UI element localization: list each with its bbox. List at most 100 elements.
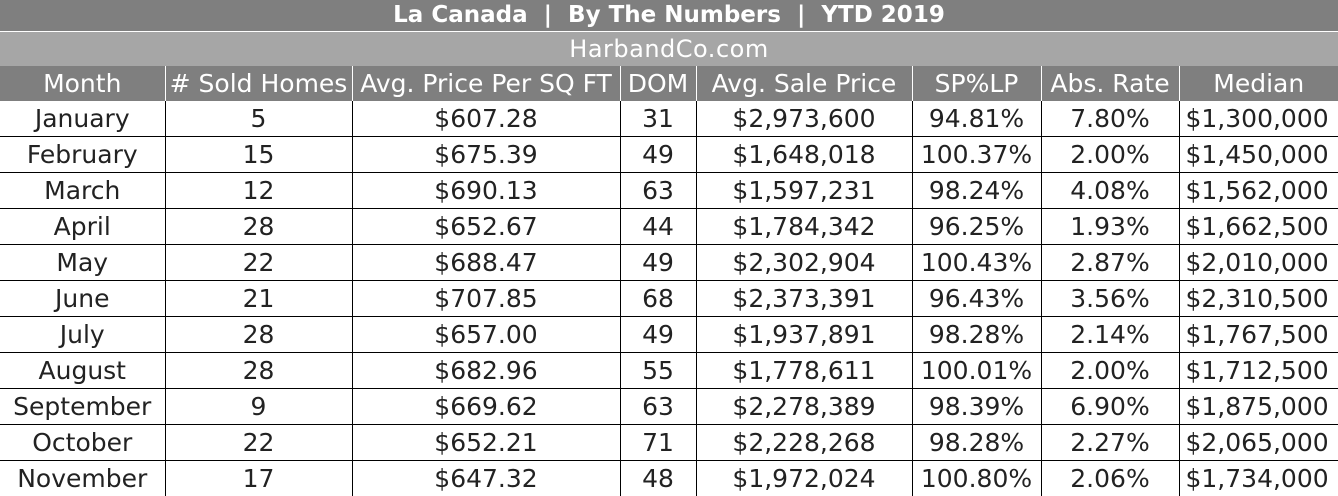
cell-price-per-sqft: $647.32 [352, 460, 621, 496]
cell-median: $2,310,500 [1179, 280, 1338, 317]
table-row: April 28 $652.67 44 $1,784,342 96.25% 1.93% $1,… [0, 208, 1338, 245]
table-row: October 22 $652.21 71 $2,228,268 98.28% 2.27% $… [0, 424, 1338, 461]
cell-sp-lp: 94.81% [912, 101, 1042, 137]
cell-avg-sale-price: $2,373,391 [696, 280, 913, 317]
cell-median: $1,300,000 [1179, 101, 1338, 137]
cell-sp-lp: 96.43% [912, 280, 1042, 317]
cell-month: September [0, 388, 166, 425]
cell-avg-sale-price: $2,302,904 [696, 244, 913, 281]
column-header-abs-rate: Abs. Rate [1040, 66, 1179, 101]
cell-dom: 68 [620, 280, 697, 317]
cell-abs-rate: 2.87% [1041, 244, 1180, 281]
cell-month: April [0, 208, 166, 245]
column-header-dom: DOM [619, 66, 696, 101]
table-row: May 22 $688.47 49 $2,302,904 100.43% 2.87% $2,0… [0, 244, 1338, 281]
cell-median: $1,712,500 [1179, 352, 1338, 389]
table-row: July 28 $657.00 49 $1,937,891 98.28% 2.14% $1,7… [0, 316, 1338, 353]
cell-avg-sale-price: $1,784,342 [696, 208, 913, 245]
cell-dom: 48 [620, 460, 697, 496]
cell-avg-sale-price: $2,278,389 [696, 388, 913, 425]
cell-dom: 31 [620, 101, 697, 137]
cell-sold-homes: 17 [165, 460, 353, 496]
cell-sp-lp: 100.01% [912, 352, 1042, 389]
cell-sold-homes: 22 [165, 424, 353, 461]
cell-abs-rate: 2.14% [1041, 316, 1180, 353]
cell-month: March [0, 172, 166, 209]
cell-month: October [0, 424, 166, 461]
cell-sp-lp: 100.37% [912, 136, 1042, 173]
cell-dom: 44 [620, 208, 697, 245]
table-body: January 5 $607.28 31 $2,973,600 94.81% 7.80% $1… [0, 101, 1338, 496]
cell-sp-lp: 98.28% [912, 316, 1042, 353]
cell-sold-homes: 12 [165, 172, 353, 209]
cell-sp-lp: 98.39% [912, 388, 1042, 425]
cell-sold-homes: 21 [165, 280, 353, 317]
cell-abs-rate: 1.93% [1041, 208, 1180, 245]
cell-sp-lp: 100.80% [912, 460, 1042, 496]
stats-table: Month # Sold Homes Avg. Price Per SQ FT … [0, 66, 1338, 496]
cell-abs-rate: 6.90% [1041, 388, 1180, 425]
cell-avg-sale-price: $1,778,611 [696, 352, 913, 389]
cell-sold-homes: 9 [165, 388, 353, 425]
cell-month: July [0, 316, 166, 353]
cell-dom: 55 [620, 352, 697, 389]
table-row: February 15 $675.39 49 $1,648,018 100.37% 2.00… [0, 136, 1338, 173]
cell-abs-rate: 3.56% [1041, 280, 1180, 317]
cell-dom: 63 [620, 172, 697, 209]
cell-avg-sale-price: $1,597,231 [696, 172, 913, 209]
table-row: September 9 $669.62 63 $2,278,389 98.39% 6.90%… [0, 388, 1338, 425]
column-header-median: Median [1178, 66, 1338, 101]
cell-price-per-sqft: $607.28 [352, 101, 621, 137]
cell-median: $1,734,000 [1179, 460, 1338, 496]
table-row: June 21 $707.85 68 $2,373,391 96.43% 3.56% $2,3… [0, 280, 1338, 317]
cell-median: $1,450,000 [1179, 136, 1338, 173]
cell-sp-lp: 98.28% [912, 424, 1042, 461]
cell-month: May [0, 244, 166, 281]
cell-price-per-sqft: $682.96 [352, 352, 621, 389]
cell-median: $1,562,000 [1179, 172, 1338, 209]
column-header-sp-lp: SP%LP [911, 66, 1041, 101]
cell-dom: 49 [620, 136, 697, 173]
cell-month: June [0, 280, 166, 317]
table-header-row: Month # Sold Homes Avg. Price Per SQ FT … [0, 66, 1338, 101]
cell-price-per-sqft: $707.85 [352, 280, 621, 317]
cell-price-per-sqft: $675.39 [352, 136, 621, 173]
cell-price-per-sqft: $657.00 [352, 316, 621, 353]
cell-median: $2,065,000 [1179, 424, 1338, 461]
cell-price-per-sqft: $652.21 [352, 424, 621, 461]
cell-sp-lp: 100.43% [912, 244, 1042, 281]
cell-avg-sale-price: $1,972,024 [696, 460, 913, 496]
column-header-sold-homes: # Sold Homes [164, 66, 352, 101]
cell-dom: 63 [620, 388, 697, 425]
cell-price-per-sqft: $669.62 [352, 388, 621, 425]
cell-sold-homes: 15 [165, 136, 353, 173]
cell-price-per-sqft: $688.47 [352, 244, 621, 281]
cell-abs-rate: 2.06% [1041, 460, 1180, 496]
cell-sold-homes: 5 [165, 101, 353, 137]
cell-median: $1,875,000 [1179, 388, 1338, 425]
column-header-avg-sale-price: Avg. Sale Price [695, 66, 912, 101]
cell-avg-sale-price: $2,973,600 [696, 101, 913, 137]
cell-sold-homes: 28 [165, 208, 353, 245]
column-header-price-per-sqft: Avg. Price Per SQ FT [351, 66, 620, 101]
cell-avg-sale-price: $1,648,018 [696, 136, 913, 173]
table-row: March 12 $690.13 63 $1,597,231 98.24% 4.08% $1,… [0, 172, 1338, 209]
cell-sold-homes: 28 [165, 352, 353, 389]
cell-month: August [0, 352, 166, 389]
cell-median: $1,662,500 [1179, 208, 1338, 245]
cell-sold-homes: 22 [165, 244, 353, 281]
cell-abs-rate: 7.80% [1041, 101, 1180, 137]
cell-abs-rate: 2.27% [1041, 424, 1180, 461]
cell-dom: 71 [620, 424, 697, 461]
cell-avg-sale-price: $2,228,268 [696, 424, 913, 461]
cell-sp-lp: 98.24% [912, 172, 1042, 209]
table-row: January 5 $607.28 31 $2,973,600 94.81% 7.80% $1… [0, 101, 1338, 137]
cell-abs-rate: 2.00% [1041, 136, 1180, 173]
cell-month: February [0, 136, 166, 173]
page-subtitle: HarbandCo.com [0, 32, 1338, 66]
cell-dom: 49 [620, 244, 697, 281]
cell-sold-homes: 28 [165, 316, 353, 353]
column-header-month: Month [0, 66, 165, 101]
table-row: August 28 $682.96 55 $1,778,611 100.01% 2.00% $… [0, 352, 1338, 389]
